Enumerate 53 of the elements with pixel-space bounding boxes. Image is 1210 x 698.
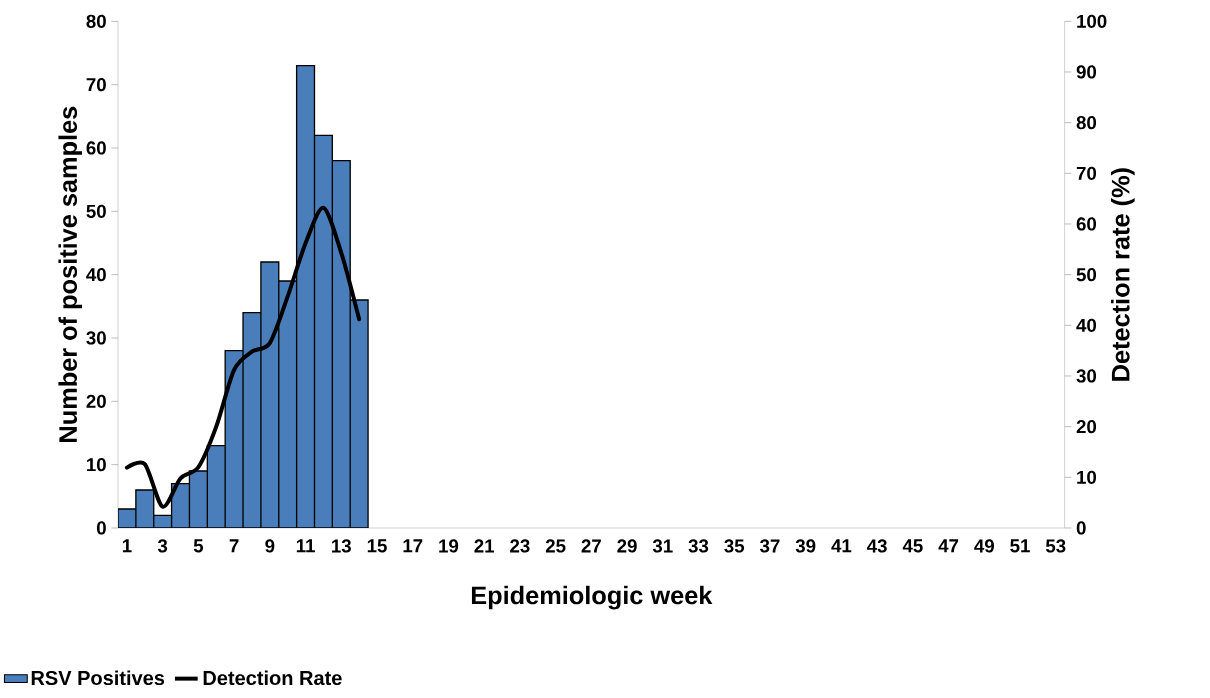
x-tick-label: 11 <box>296 539 315 553</box>
y-tick-label: 60 <box>86 141 106 155</box>
y-tick-label: 70 <box>86 78 106 92</box>
x-tick-label: 3 <box>157 539 168 553</box>
x-tick-label: 19 <box>439 539 459 553</box>
x-tick-label: 7 <box>229 539 239 553</box>
y-tick-label: 30 <box>86 331 106 345</box>
x-tick-label: 41 <box>831 539 852 553</box>
y2-tick-label: 70 <box>1076 166 1097 180</box>
legend-label: Detection Rate <box>203 670 342 686</box>
x-tick-label: 37 <box>759 539 780 553</box>
x-tick-label: 47 <box>938 539 959 553</box>
x-tick-label: 31 <box>652 539 673 553</box>
x-axis-title: Epidemiologic week <box>471 585 713 610</box>
x-tick-label: 13 <box>332 539 351 553</box>
x-tick-label: 1 <box>122 539 132 553</box>
y2-tick-label: 90 <box>1076 65 1097 79</box>
x-tick-label: 51 <box>1010 539 1030 553</box>
y2-tick-label: 40 <box>1076 318 1097 332</box>
x-tick-label: 15 <box>367 539 387 553</box>
y-tick-label: 10 <box>87 458 106 472</box>
x-tick-label: 17 <box>403 539 423 553</box>
y2-tick-label: 30 <box>1076 369 1097 383</box>
y2-tick-label: 80 <box>1076 116 1097 130</box>
y2-tick-label: 50 <box>1076 268 1097 282</box>
x-tick-label: 5 <box>193 539 204 553</box>
y2-tick-label: 100 <box>1077 14 1107 28</box>
y-tick-label: 0 <box>96 521 106 535</box>
y2-tick-label: 0 <box>1076 521 1086 535</box>
y-tick-label: 80 <box>86 14 106 28</box>
y-tick-label: 40 <box>86 268 106 282</box>
y2-axis-title: Detection rate (%) <box>1111 168 1135 381</box>
x-tick-label: 53 <box>1045 539 1066 553</box>
legend-label: RSV Positives <box>31 670 165 686</box>
x-tick-label: 33 <box>688 539 709 553</box>
line-series <box>124 205 362 509</box>
y-tick-label: 20 <box>86 394 106 408</box>
x-tick-label: 21 <box>474 539 495 553</box>
y2-tick-label: 20 <box>1076 420 1097 434</box>
x-tick-label: 35 <box>724 539 745 553</box>
y-axis-title: Number of positive samples <box>58 106 83 442</box>
y2-tick-label: 10 <box>1077 470 1097 484</box>
x-tick-label: 29 <box>617 539 637 553</box>
x-tick-label: 39 <box>795 539 816 553</box>
y2-tick-label: 60 <box>1076 217 1097 231</box>
x-tick-label: 25 <box>545 539 566 553</box>
x-tick-label: 23 <box>510 539 530 553</box>
x-tick-label: 27 <box>581 539 601 553</box>
x-tick-label: 43 <box>867 539 887 553</box>
x-tick-label: 9 <box>265 539 275 553</box>
x-tick-label: 49 <box>974 539 994 553</box>
y-tick-label: 50 <box>86 204 106 218</box>
x-tick-label: 45 <box>902 539 923 553</box>
